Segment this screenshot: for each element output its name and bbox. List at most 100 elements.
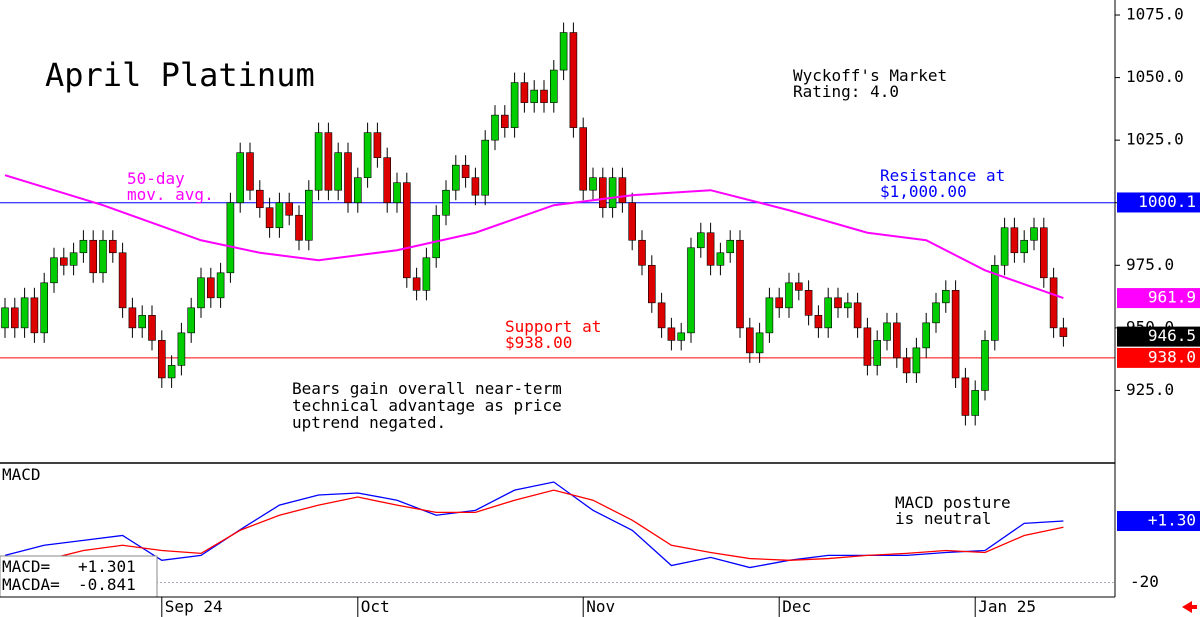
price-tag (1117, 288, 1200, 309)
resistance-label: $1,000.00 (880, 182, 967, 201)
chart-title: April Platinum (45, 56, 315, 94)
support-label: $938.00 (505, 333, 572, 352)
candle-body (863, 327, 872, 366)
candle-body (755, 332, 764, 354)
x-tick-label: Dec (782, 597, 811, 616)
candle-body (647, 264, 656, 304)
candle-body (618, 177, 627, 204)
candle-body (510, 82, 519, 128)
candle-body (638, 239, 646, 266)
candle-body (373, 132, 382, 158)
y-tick-label: 1025.0 (1126, 130, 1184, 149)
candle-body (89, 239, 97, 274)
marks (0, 14, 1120, 617)
candle-body (628, 202, 637, 241)
y-tick-label: 975.0 (1126, 255, 1174, 274)
candle-body (148, 315, 156, 341)
price-tag (1117, 192, 1200, 213)
candle-body (344, 152, 352, 204)
candle-body (579, 127, 588, 191)
candle-body (138, 315, 146, 329)
candle-body (393, 182, 401, 204)
candle-body (608, 177, 617, 209)
macd-note: MACD posture (895, 493, 1011, 512)
candle-body (177, 332, 186, 366)
candle-body (706, 232, 715, 266)
candle-body (255, 189, 264, 209)
candle-body (246, 152, 254, 191)
macd-line (4, 489, 1064, 567)
candle-body (491, 114, 499, 141)
candle-body (873, 340, 882, 366)
candle-body (853, 302, 862, 329)
macd-title: MACD (2, 465, 41, 484)
candle-body (726, 239, 735, 254)
candle-body (530, 89, 539, 103)
candle-body (657, 302, 666, 329)
comment: uptrend negated. (292, 413, 446, 432)
candle-body (451, 164, 460, 191)
candle-body (109, 239, 117, 254)
candle-body (285, 202, 294, 216)
candle-body (716, 252, 725, 266)
candle-body (932, 302, 940, 324)
price-tag-label: 938.0 (1148, 347, 1196, 366)
candle-body (990, 264, 999, 341)
x-tick-label: Jan 25 (978, 597, 1036, 616)
readout-label: MACDA= (2, 575, 60, 594)
candle-body (500, 114, 509, 128)
y-tick-label: 1050.0 (1126, 67, 1184, 86)
candle-body (118, 252, 127, 309)
candle-body (167, 365, 176, 379)
price-tag-label: +1.30 (1148, 511, 1196, 530)
price-tag (1117, 347, 1200, 368)
candle-body (69, 252, 78, 266)
price-tag-label: 946.5 (1148, 326, 1196, 345)
price-tag (1117, 511, 1200, 532)
candle-body (804, 290, 813, 316)
candle-body (1059, 327, 1068, 337)
candle-body (1030, 227, 1038, 241)
candle-body (765, 297, 774, 334)
candle-body (1020, 239, 1029, 254)
candle-body (383, 157, 392, 204)
candle-body (892, 322, 901, 359)
candle-body (745, 327, 754, 354)
candle-body (794, 282, 803, 291)
candle-body (951, 290, 960, 379)
candle-body (314, 132, 323, 191)
readout-value: +1.301 (78, 557, 136, 576)
macd-line (4, 481, 1064, 569)
candle-body (265, 207, 274, 229)
candle-body (422, 257, 431, 291)
rating: Rating: 4.0 (793, 82, 899, 101)
macd-note: is neutral (895, 509, 991, 528)
ma-label: mov. avg. (127, 185, 214, 204)
comment: technical advantage as price (292, 396, 562, 415)
candle-body (79, 239, 88, 254)
price-tag-label: 961.9 (1148, 288, 1196, 307)
candle-body (216, 272, 225, 299)
candle-body (304, 189, 313, 241)
y-tick-label: 1075.0 (1126, 5, 1184, 24)
candle-body (353, 177, 362, 204)
candle-body (187, 307, 195, 334)
readout-value: -0.841 (78, 575, 136, 594)
candle-body (922, 322, 931, 349)
candle-body (59, 257, 68, 266)
candle-body (971, 390, 980, 416)
candle-body (824, 297, 833, 329)
candle-body (540, 89, 548, 103)
candle-body (236, 152, 244, 204)
candle-body (736, 239, 744, 329)
candle-body (461, 164, 470, 178)
resistance-label: Resistance at (880, 166, 1005, 185)
moving-average (4, 174, 1064, 300)
x-tick-label: Sep 24 (165, 597, 223, 616)
candle-body (363, 132, 372, 178)
scroll-arrow[interactable] (1182, 601, 1197, 613)
candle-body (677, 332, 686, 341)
candle-body (275, 202, 284, 229)
candle-body (520, 82, 529, 103)
